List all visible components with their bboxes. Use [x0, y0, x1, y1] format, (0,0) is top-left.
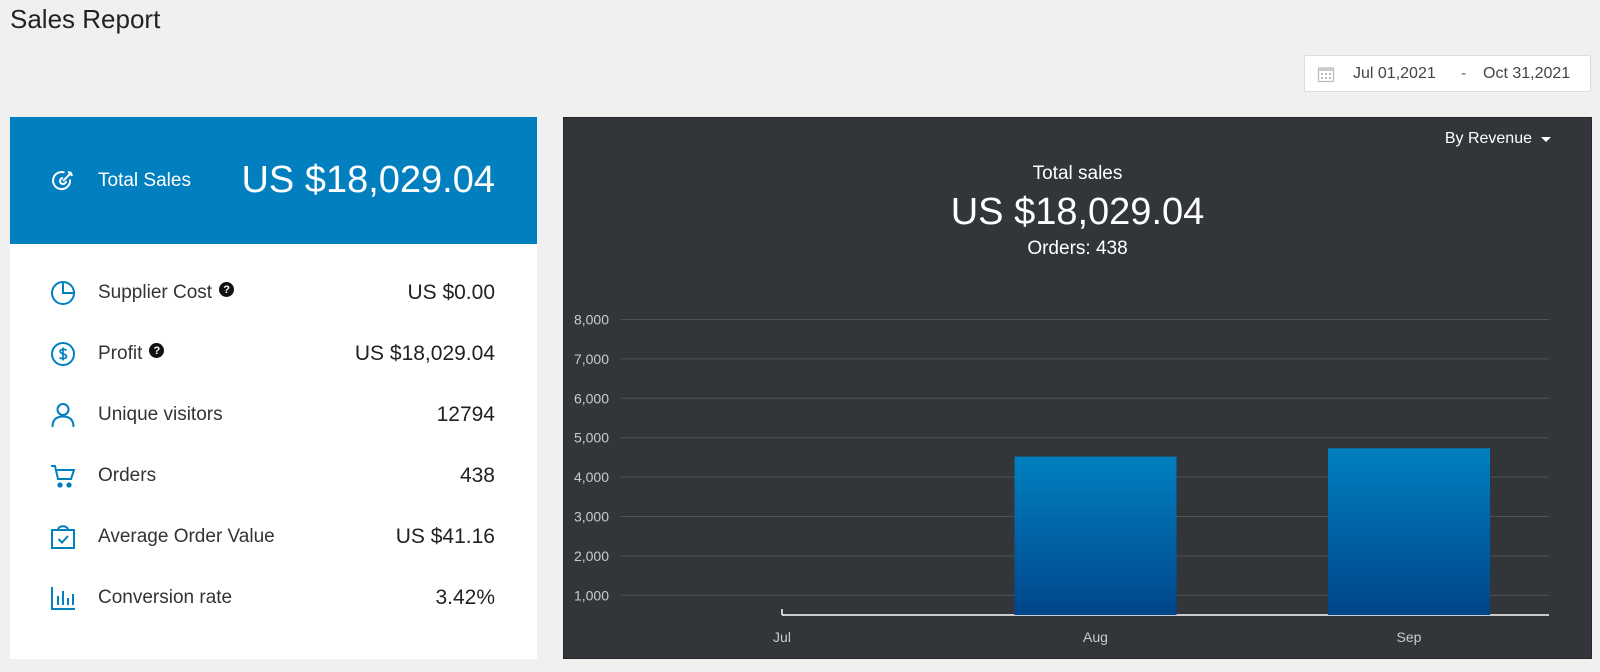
metric-profit: Profit ? US $18,029.04 [10, 323, 537, 384]
y-tick-label: 4,000 [574, 469, 609, 485]
metric-label: Unique visitors [98, 403, 223, 425]
sales-summary-panel: Total Sales US $18,029.04 Supplier Cost … [10, 117, 537, 659]
page-title: Sales Report [10, 4, 161, 34]
help-icon[interactable]: ? [149, 343, 165, 358]
y-tick-label: 1,000 [574, 587, 609, 603]
total-sales-value: US $18,029.04 [241, 159, 495, 201]
metric-value: 12794 [436, 402, 495, 426]
metric-label: Supplier Cost [98, 281, 213, 303]
pie-chart-icon [50, 280, 76, 306]
y-tick-label: 3,000 [574, 509, 609, 525]
metric-label: Conversion rate [98, 586, 233, 608]
x-tick-label: Sep [1397, 629, 1422, 645]
metric-value: 3.42% [435, 585, 495, 609]
total-sales-label: Total Sales [98, 169, 191, 191]
y-tick-label: 2,000 [574, 548, 609, 564]
metric-unique-visitors: Unique visitors 12794 [10, 384, 537, 445]
cart-icon [50, 463, 76, 489]
metric-orders: Orders 438 [10, 445, 537, 506]
chart-orders-count: Orders: 438 [1027, 238, 1128, 259]
metric-supplier-cost: Supplier Cost ? US $0.00 [10, 262, 537, 323]
metric-value: 438 [459, 463, 495, 487]
x-tick-label: Aug [1083, 629, 1108, 645]
sales-chart-panel: By Revenue Total sales US $18,029.04 Ord… [563, 117, 1592, 659]
y-tick-label: 5,000 [574, 430, 609, 446]
calendar-icon [1317, 65, 1335, 83]
bar-sep [1328, 448, 1490, 615]
shopping-bag-check-icon [50, 524, 76, 550]
metrics-list: Supplier Cost ? US $0.00 Profit ? US $18… [10, 244, 537, 628]
metric-value: US $18,029.04 [354, 341, 495, 365]
metric-label: Profit [98, 342, 143, 364]
dollar-circle-icon [50, 341, 76, 367]
y-tick-label: 8,000 [574, 312, 609, 328]
bar-aug [1014, 456, 1177, 615]
metric-label: Average Order Value [98, 525, 275, 547]
caret-down-icon [1541, 136, 1551, 142]
total-sales-header: Total Sales US $18,029.04 [10, 117, 537, 244]
bar-chart-icon [50, 585, 76, 611]
help-icon[interactable]: ? [219, 282, 235, 297]
date-start-field[interactable]: Jul 01,2021 [1353, 64, 1436, 82]
metric-average-order-value: Average Order Value US $41.16 [10, 506, 537, 567]
metric-conversion-rate: Conversion rate 3.42% [10, 567, 537, 628]
date-separator: - [1461, 64, 1467, 82]
metric-label: Orders [98, 464, 157, 486]
date-range-picker[interactable]: Jul 01,2021 - Oct 31,2021 [1304, 55, 1591, 92]
y-tick-label: 6,000 [574, 390, 609, 406]
date-end-field[interactable]: Oct 31,2021 [1483, 64, 1571, 82]
chart-total-value: US $18,029.04 [950, 191, 1205, 233]
chart-heading: Total sales [1032, 163, 1123, 184]
target-icon [50, 168, 76, 194]
y-tick-label: 7,000 [574, 351, 609, 367]
sort-by-dropdown[interactable]: By Revenue [1445, 130, 1551, 148]
x-tick-label: Jul [773, 629, 791, 645]
user-icon [50, 402, 76, 428]
metric-value: US $0.00 [407, 280, 495, 304]
revenue-bar-chart: 1,000 2,000 3,000 4,000 5,000 6,000 7,000 8,000… [574, 312, 1549, 645]
sort-by-label: By Revenue [1444, 130, 1532, 147]
metric-value: US $41.16 [395, 524, 495, 548]
